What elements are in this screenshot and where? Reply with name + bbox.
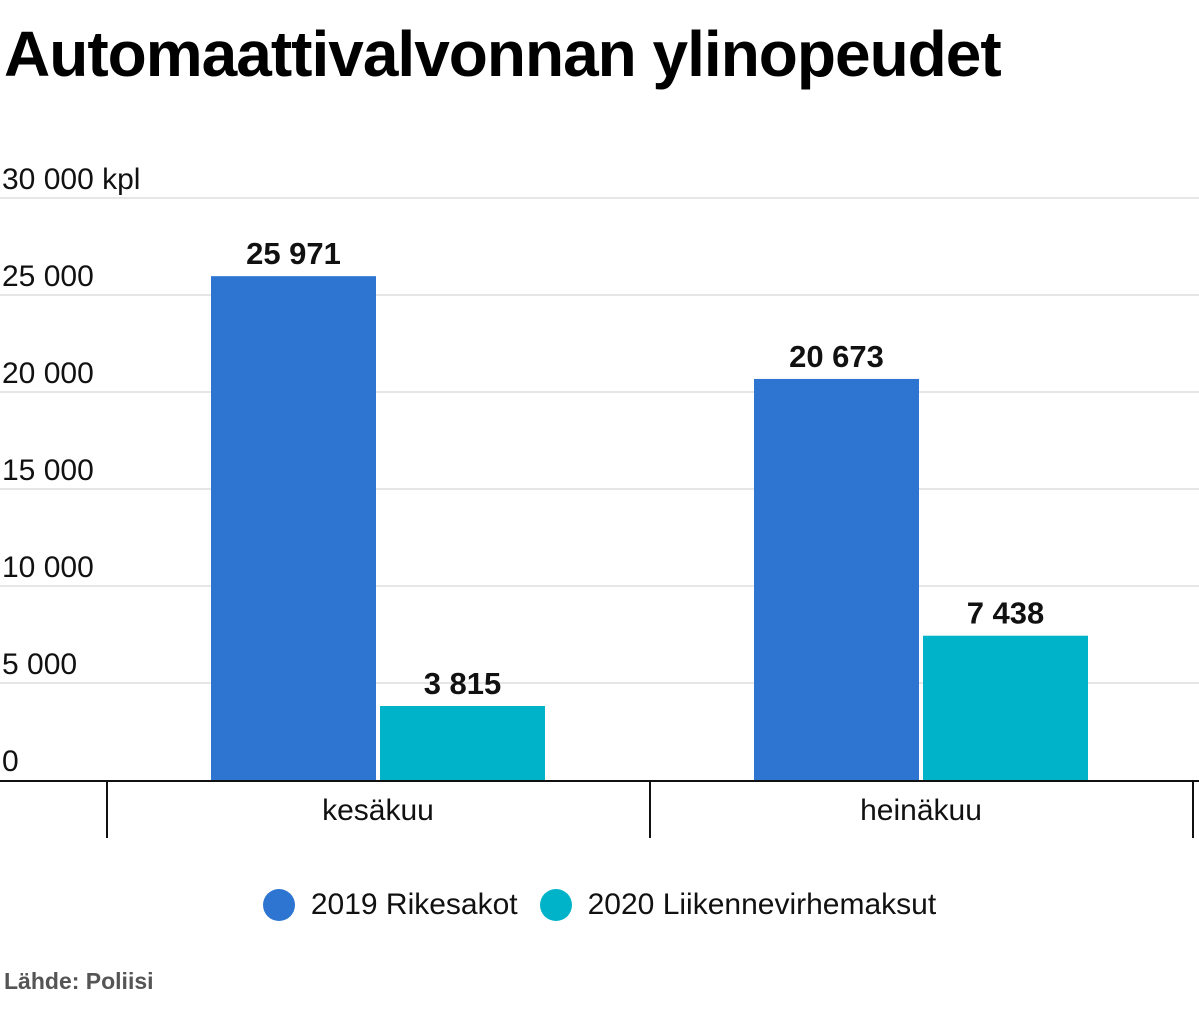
legend-label-2020: 2020 Liikennevirhemaksut <box>587 888 937 921</box>
x-axis: kesäkuu heinäkuu <box>0 780 1199 838</box>
data-label: 3 815 <box>424 666 502 701</box>
x-category-label: kesäkuu <box>322 794 434 827</box>
legend-item-2020: 2020 Liikennevirhemaksut <box>539 888 937 922</box>
legend-swatch-2020 <box>539 889 572 921</box>
legend-label-2019: 2019 Rikesakot <box>310 888 518 921</box>
bar-2019-1 <box>754 378 919 780</box>
data-label: 25 971 <box>246 236 341 271</box>
source-note: Lähde: Poliisi <box>4 968 154 994</box>
bar-chart: 0 5 000 10 000 15 000 20 000 25 000 30 000 kpl… <box>0 163 1199 838</box>
data-label: 20 673 <box>789 339 884 374</box>
data-labels: 25 971 3 815 20 673 7 438 <box>246 236 1044 701</box>
y-axis-tick-labels: 0 5 000 10 000 15 000 20 000 25 000 30 000 kpl <box>2 163 140 778</box>
y-tick-label: 20 000 <box>2 357 94 390</box>
legend-swatch-2019 <box>262 889 295 921</box>
bar-2019-0 <box>211 276 376 780</box>
x-category-label: heinäkuu <box>860 794 982 827</box>
y-tick-label: 10 000 <box>2 551 94 584</box>
legend: 2019 Rikesakot 2020 Liikennevirhemaksut <box>0 888 1199 922</box>
gridlines <box>0 197 1199 684</box>
y-tick-label: 5 000 <box>2 648 77 681</box>
bar-2020-1 <box>923 635 1088 780</box>
data-label: 7 438 <box>967 596 1045 631</box>
bar-2020-0 <box>380 705 545 780</box>
chart-title: Automaattivalvonnan ylinopeudet <box>4 18 1002 90</box>
y-tick-label: 25 000 <box>2 260 94 293</box>
y-tick-label: 15 000 <box>2 454 94 487</box>
bars <box>211 276 1088 780</box>
y-tick-label: 0 <box>2 745 19 778</box>
legend-item-2019: 2019 Rikesakot <box>262 888 518 922</box>
y-tick-label: 30 000 kpl <box>2 163 140 196</box>
